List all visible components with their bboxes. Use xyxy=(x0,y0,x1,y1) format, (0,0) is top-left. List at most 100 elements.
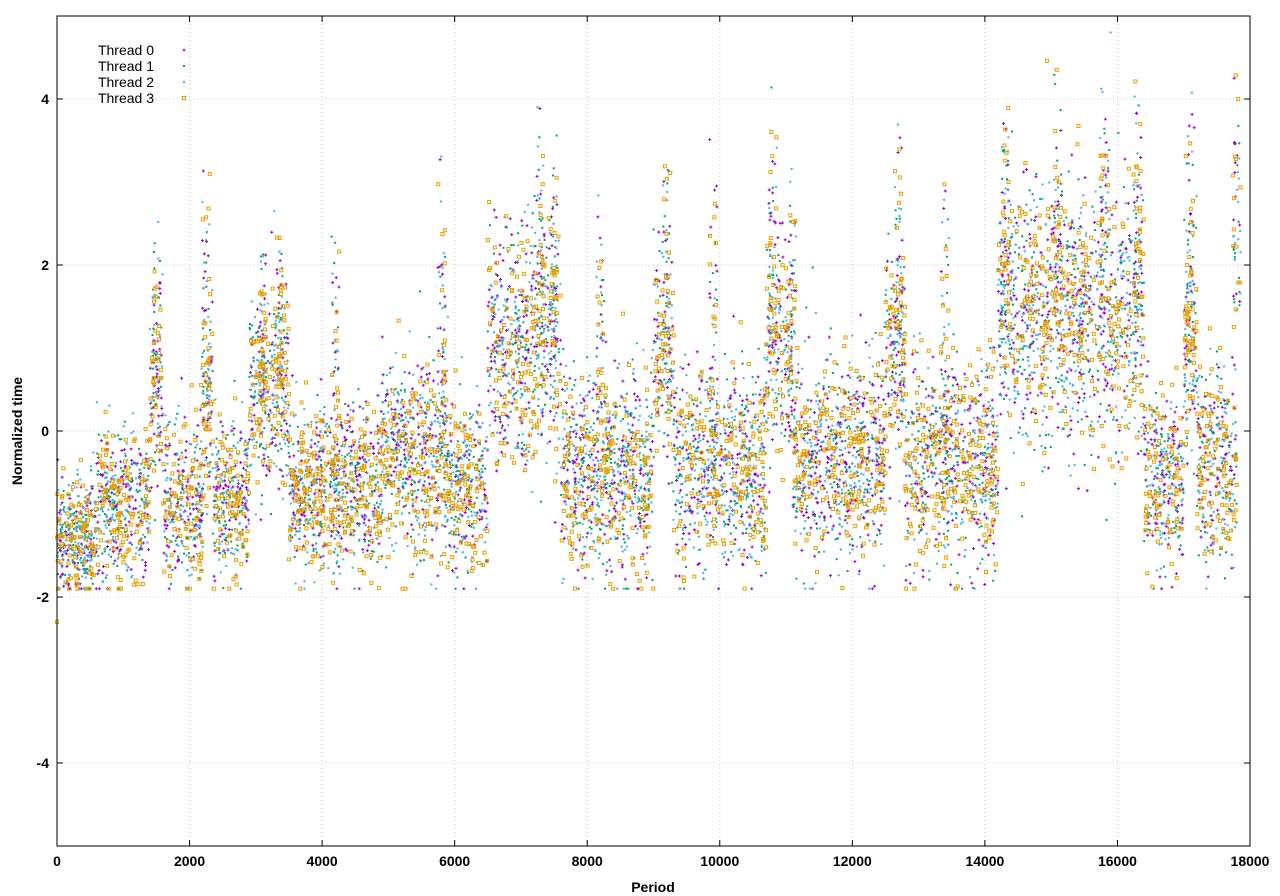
data-point xyxy=(1076,400,1080,404)
data-point xyxy=(795,432,798,435)
data-point xyxy=(231,485,235,489)
data-point xyxy=(154,463,157,466)
data-point xyxy=(689,457,692,460)
data-point xyxy=(213,549,217,553)
data-point xyxy=(191,495,195,499)
data-point xyxy=(168,442,171,445)
data-point xyxy=(890,260,893,263)
data-point xyxy=(502,437,506,441)
data-point xyxy=(838,485,841,488)
data-point xyxy=(67,559,70,562)
data-point xyxy=(312,547,315,550)
data-point xyxy=(1120,240,1124,244)
data-point xyxy=(724,563,728,567)
data-point xyxy=(417,489,420,492)
data-point xyxy=(622,538,625,541)
data-point xyxy=(1134,329,1138,333)
data-point xyxy=(775,286,779,290)
data-point xyxy=(1055,329,1058,332)
data-point xyxy=(338,524,342,528)
data-point xyxy=(985,369,988,372)
data-point xyxy=(803,527,806,530)
data-point xyxy=(1128,292,1132,296)
data-point xyxy=(930,470,934,474)
data-point xyxy=(494,273,497,276)
data-point xyxy=(1134,358,1137,361)
data-point xyxy=(681,446,684,449)
data-point xyxy=(816,438,820,442)
data-point xyxy=(1124,340,1128,344)
data-point xyxy=(1153,512,1157,516)
data-point xyxy=(741,531,745,535)
data-point xyxy=(130,480,133,483)
data-point xyxy=(1142,281,1145,284)
data-point xyxy=(195,487,198,490)
data-point xyxy=(880,441,884,445)
data-point xyxy=(230,540,233,543)
data-point xyxy=(1011,269,1014,272)
data-point xyxy=(1081,301,1085,305)
data-point xyxy=(779,404,782,407)
data-point xyxy=(853,560,857,564)
data-point xyxy=(793,401,797,405)
data-point xyxy=(1146,485,1149,488)
data-point xyxy=(432,359,435,362)
data-point xyxy=(582,551,586,555)
data-point xyxy=(505,374,508,377)
data-point xyxy=(976,567,980,571)
data-point xyxy=(560,493,563,496)
data-point xyxy=(1065,247,1068,250)
data-point xyxy=(994,438,998,442)
data-point xyxy=(363,532,366,535)
data-point xyxy=(935,406,938,409)
data-point xyxy=(1045,294,1049,298)
data-point xyxy=(562,347,565,350)
data-point xyxy=(840,500,843,503)
data-point xyxy=(1049,263,1052,266)
data-point xyxy=(1014,297,1018,301)
data-point xyxy=(1088,370,1091,373)
data-point xyxy=(754,487,757,490)
data-point xyxy=(765,358,768,361)
data-point xyxy=(1003,303,1006,306)
data-point xyxy=(428,371,432,375)
data-point xyxy=(898,383,902,387)
data-point xyxy=(925,446,929,450)
data-point xyxy=(266,359,269,362)
data-point xyxy=(545,368,549,372)
data-point xyxy=(726,434,730,438)
data-point xyxy=(504,436,507,439)
data-point xyxy=(354,464,357,467)
data-point xyxy=(527,450,530,453)
data-point xyxy=(124,482,128,486)
data-point xyxy=(113,464,117,468)
data-point xyxy=(706,439,710,443)
data-point xyxy=(908,581,912,585)
data-point xyxy=(1011,341,1015,345)
data-point xyxy=(369,431,373,435)
data-point xyxy=(1171,434,1175,438)
data-point xyxy=(1099,332,1103,336)
data-point xyxy=(768,218,772,222)
data-point xyxy=(788,428,792,432)
data-point xyxy=(137,447,140,450)
data-point xyxy=(547,329,550,332)
data-point xyxy=(1114,200,1118,204)
data-point xyxy=(90,486,94,490)
data-point xyxy=(1219,401,1222,404)
data-point xyxy=(1087,334,1090,337)
data-point xyxy=(409,455,413,459)
data-point xyxy=(733,542,736,545)
data-point xyxy=(221,486,225,490)
data-point xyxy=(470,525,473,528)
data-point xyxy=(1167,499,1171,503)
data-point xyxy=(404,481,407,484)
data-point xyxy=(107,524,110,527)
data-point xyxy=(926,444,930,448)
data-point xyxy=(1072,337,1076,341)
data-point xyxy=(273,406,276,409)
data-point xyxy=(1136,351,1139,354)
data-point xyxy=(1042,301,1045,304)
data-point xyxy=(1007,217,1010,220)
data-point xyxy=(1039,362,1043,366)
